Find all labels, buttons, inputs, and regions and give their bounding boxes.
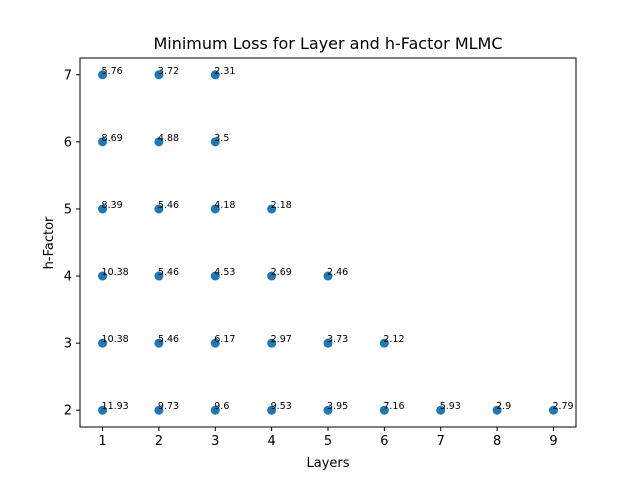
data-point <box>98 204 108 214</box>
data-point <box>154 405 164 415</box>
y-axis-ticks: 2 3 4 5 6 7 <box>64 68 80 419</box>
x-tick-label: 7 <box>437 434 445 449</box>
y-tick-label: 3 <box>64 337 72 352</box>
data-point <box>436 405 446 415</box>
data-point <box>548 405 558 415</box>
data-point <box>98 70 108 80</box>
data-point <box>210 405 220 415</box>
data-point <box>492 405 502 415</box>
data-point <box>267 271 277 281</box>
data-point <box>98 271 108 281</box>
x-axis-label: Layers <box>306 456 349 471</box>
data-point-label: 3.72 <box>158 66 179 77</box>
data-point-label: 2.69 <box>271 267 292 278</box>
x-tick-label: 9 <box>549 434 557 449</box>
data-point <box>154 70 164 80</box>
data-point-label: 9.73 <box>158 401 179 412</box>
data-point-label: 4.53 <box>214 267 235 278</box>
y-axis-label: h-Factor <box>42 216 57 269</box>
data-point <box>323 271 333 281</box>
data-point-label: 9.53 <box>271 401 292 412</box>
y-tick-label: 7 <box>64 68 72 83</box>
data-point-label: 10.38 <box>102 267 129 278</box>
x-tick-label: 5 <box>324 434 332 449</box>
y-tick-label: 2 <box>64 404 72 419</box>
data-point <box>323 338 333 348</box>
data-points <box>98 70 558 415</box>
y-tick-label: 5 <box>64 202 72 217</box>
data-point <box>210 338 220 348</box>
data-point-label: 5.46 <box>158 334 179 345</box>
data-point <box>98 338 108 348</box>
x-tick-label: 3 <box>211 434 219 449</box>
data-point <box>210 70 220 80</box>
data-point <box>154 271 164 281</box>
data-point-label: 2.18 <box>271 200 292 211</box>
data-point-label: 5.76 <box>102 66 123 77</box>
data-point-label: 5.46 <box>158 200 179 211</box>
data-point <box>267 204 277 214</box>
data-point <box>379 338 389 348</box>
data-point-label: 9.6 <box>214 401 229 412</box>
x-tick-label: 6 <box>380 434 388 449</box>
chart-title: Minimum Loss for Layer and h-Factor MLMC <box>153 34 502 53</box>
data-point <box>154 338 164 348</box>
data-point-label: 5.93 <box>440 401 461 412</box>
data-point <box>267 338 277 348</box>
data-point <box>98 405 108 415</box>
data-point-label: 4.18 <box>214 200 235 211</box>
data-point <box>379 405 389 415</box>
data-point-label: 2.79 <box>552 401 573 412</box>
x-tick-label: 2 <box>155 434 163 449</box>
data-point <box>210 204 220 214</box>
data-point-label: 3.5 <box>214 133 229 144</box>
data-labels: 5.76 3.72 2.31 8.69 4.88 3.5 8.39 5.46 4.18 2.18 1… <box>102 66 574 412</box>
data-point <box>154 204 164 214</box>
plot-area <box>80 58 576 427</box>
data-point-label: 2.31 <box>214 66 235 77</box>
data-point-label: 3.95 <box>327 401 348 412</box>
data-point-label: 7.16 <box>383 401 404 412</box>
x-tick-label: 4 <box>267 434 275 449</box>
data-point <box>98 137 108 147</box>
data-point-label: 2.46 <box>327 267 348 278</box>
data-point-label: 11.93 <box>102 401 129 412</box>
data-point-label: 6.17 <box>214 334 235 345</box>
data-point-label: 8.39 <box>102 200 123 211</box>
y-tick-label: 6 <box>64 135 72 150</box>
data-point <box>210 137 220 147</box>
data-point <box>323 405 333 415</box>
data-point <box>267 405 277 415</box>
data-point-label: 4.88 <box>158 133 179 144</box>
data-point-label: 2.9 <box>496 401 511 412</box>
data-point-label: 2.97 <box>271 334 292 345</box>
x-tick-label: 1 <box>98 434 106 449</box>
data-point-label: 2.12 <box>383 334 404 345</box>
x-axis-ticks: 1 2 3 4 5 6 7 8 9 <box>98 427 558 449</box>
data-point-label: 5.46 <box>158 267 179 278</box>
plot-frame <box>79 57 577 428</box>
data-point-label: 8.69 <box>102 133 123 144</box>
data-point-label: 3.73 <box>327 334 348 345</box>
y-tick-label: 4 <box>64 270 72 285</box>
data-point <box>154 137 164 147</box>
data-point-label: 10.38 <box>102 334 129 345</box>
data-point <box>210 271 220 281</box>
x-tick-label: 8 <box>493 434 501 449</box>
